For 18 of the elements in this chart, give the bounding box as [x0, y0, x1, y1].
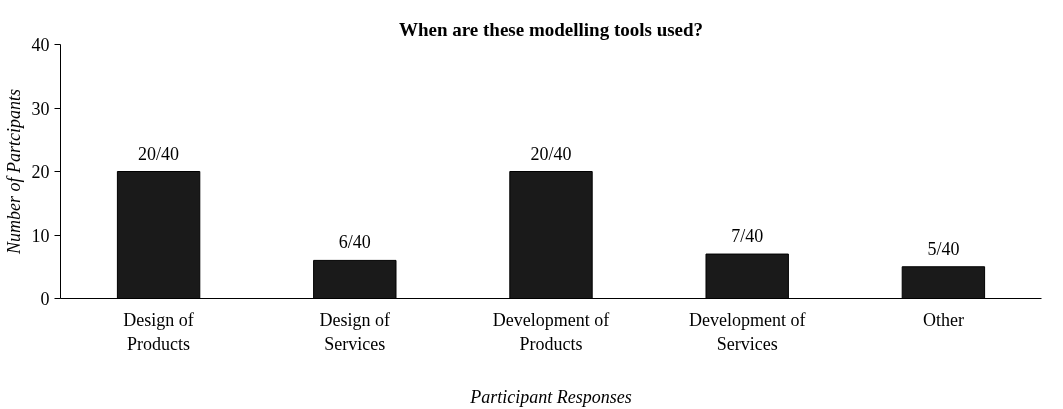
chart-title: When are these modelling tools used? [398, 18, 704, 40]
x-tick-label: Design of Services [319, 309, 391, 354]
y-axis-title: Number of Partcipants [3, 89, 24, 255]
x-axis-title: Participant Responses [469, 386, 632, 407]
y-tick-label: 40 [31, 35, 50, 55]
y-tick-label: 30 [31, 98, 50, 119]
data-label: 7/40 [731, 226, 764, 247]
x-tick-label: Other [922, 309, 964, 330]
data-label: 20/40 [138, 143, 180, 164]
x-tick-label: Design of Products [123, 309, 194, 354]
y-tick-label: 0 [40, 289, 50, 309]
data-label: 5/40 [927, 238, 960, 259]
y-tick-label: 10 [31, 225, 50, 246]
x-tick-label: Development of Products [492, 309, 610, 354]
data-label: 6/40 [338, 232, 371, 253]
y-tick-label: 20 [31, 162, 50, 182]
data-label: 20/40 [530, 143, 572, 164]
x-tick-label: Development of Services [688, 309, 806, 354]
